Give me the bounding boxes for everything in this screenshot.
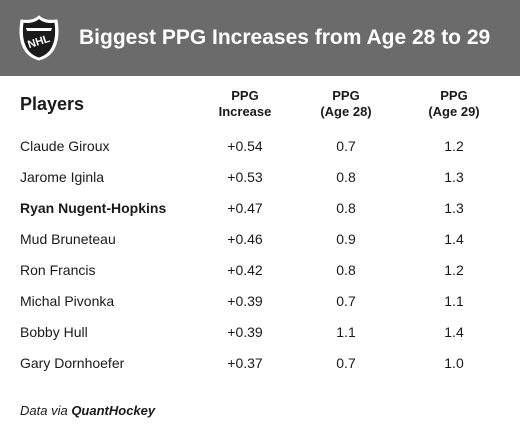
table-row: Ron Francis +0.42 0.8 1.2: [0, 254, 520, 285]
column-header-age29-line1: PPG: [440, 88, 468, 103]
column-header-increase-line1: PPG: [231, 88, 259, 103]
ppg-age-29: 1.3: [444, 199, 464, 216]
table-row: Michal Pivonka +0.39 0.7 1.1: [0, 285, 520, 316]
ppg-increase: +0.46: [227, 230, 263, 247]
ppg-age-28: 0.7: [336, 137, 356, 154]
ppg-age-28: 0.8: [336, 199, 356, 216]
column-header-age28-line1: PPG: [332, 88, 360, 103]
table-header-row: Players PPG Increase PPG (Age 28) PPG (A…: [0, 84, 520, 124]
page-title: Biggest PPG Increases from Age 28 to 29: [79, 26, 491, 49]
source-credit-prefix: Data via: [20, 403, 72, 418]
ppg-age-29: 1.1: [444, 292, 464, 309]
table-row: Claude Giroux +0.54 0.7 1.2: [0, 130, 520, 161]
table-row: Bobby Hull +0.39 1.1 1.4: [0, 316, 520, 347]
ppg-increase: +0.39: [227, 292, 263, 309]
column-header-increase-line2: Increase: [218, 104, 272, 119]
ppg-increase: +0.42: [227, 261, 263, 278]
player-name: Michal Pivonka: [20, 292, 115, 309]
column-header-players: Players: [20, 94, 85, 114]
source-credit-name: QuantHockey: [71, 403, 156, 418]
source-credit: Data via QuantHockey: [20, 403, 155, 418]
player-name-highlighted: Ryan Nugent-Hopkins: [20, 199, 167, 216]
player-name: Jarome Iginla: [20, 168, 105, 185]
nhl-shield-logo-icon: NHL: [19, 15, 59, 61]
table-row: Jarome Iginla +0.53 0.8 1.3: [0, 161, 520, 192]
ppg-age-28: 0.7: [336, 292, 356, 309]
ppg-age-29: 1.2: [444, 137, 464, 154]
ppg-increase: +0.37: [227, 354, 263, 371]
column-header-increase: PPG Increase: [186, 84, 304, 124]
ppg-age-28: 0.8: [336, 168, 356, 185]
ppg-age-29: 1.2: [444, 261, 464, 278]
column-header-age28-line2: (Age 28): [320, 104, 372, 119]
ppg-age-29: 1.0: [444, 354, 464, 371]
player-name: Claude Giroux: [20, 137, 110, 154]
player-name: Ron Francis: [20, 261, 96, 278]
column-header-age29-line2: (Age 29): [428, 104, 480, 119]
ppg-increase: +0.47: [227, 199, 263, 216]
ppg-age-28: 0.7: [336, 354, 356, 371]
header-bar: NHL Biggest PPG Increases from Age 28 to…: [0, 0, 520, 76]
table-row: Gary Dornhoefer +0.37 0.7 1.0: [0, 347, 520, 378]
column-header-age28: PPG (Age 28): [304, 84, 388, 124]
ppg-age-29: 1.4: [444, 230, 464, 247]
ppg-increase: +0.54: [227, 137, 263, 154]
player-name: Mud Bruneteau: [20, 230, 116, 247]
ppg-age-28: 1.1: [336, 323, 356, 340]
stats-table: Players PPG Increase PPG (Age 28) PPG (A…: [0, 84, 520, 378]
column-header-age29: PPG (Age 29): [388, 84, 520, 124]
ppg-age-29: 1.3: [444, 168, 464, 185]
ppg-age-28: 0.9: [336, 230, 356, 247]
ppg-age-29: 1.4: [444, 323, 464, 340]
ppg-increase: +0.53: [227, 168, 263, 185]
ppg-age-28: 0.8: [336, 261, 356, 278]
table-row: Ryan Nugent-Hopkins +0.47 0.8 1.3: [0, 192, 520, 223]
ppg-increase: +0.39: [227, 323, 263, 340]
player-name: Bobby Hull: [20, 323, 88, 340]
table-row: Mud Bruneteau +0.46 0.9 1.4: [0, 223, 520, 254]
player-name: Gary Dornhoefer: [20, 354, 125, 371]
